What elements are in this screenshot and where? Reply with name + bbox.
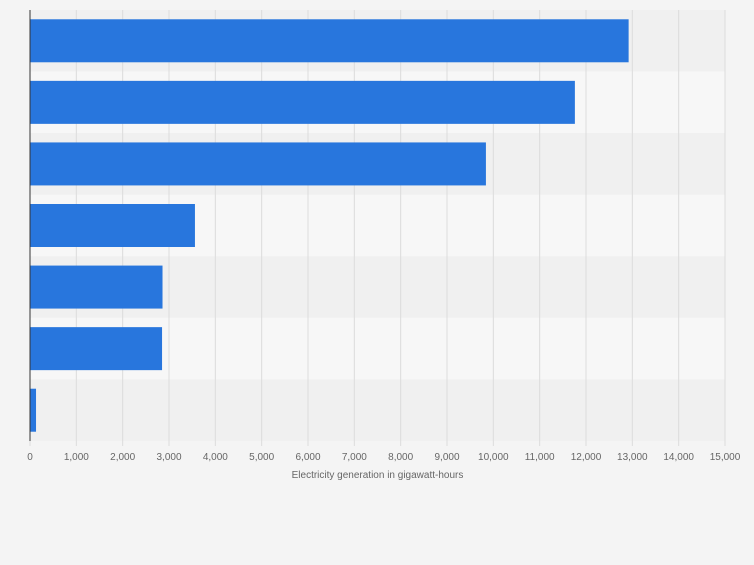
x-tick-label: 14,000 [663, 452, 694, 463]
x-axis-ticks: 0 1,000 2,000 3,000 4,000 5,000 6,000 7,000 8,00… [27, 441, 741, 463]
bar [30, 204, 195, 247]
x-axis-label: Electricity generation in gigawatt-hours [292, 470, 464, 481]
x-tick-label: 6,000 [295, 452, 320, 463]
bar [30, 265, 163, 309]
x-tick-label: 15,000 [710, 452, 741, 463]
bar [30, 80, 575, 124]
bars [30, 19, 629, 432]
x-tick-label: 10,000 [478, 452, 509, 463]
x-tick-label: 7,000 [342, 452, 367, 463]
bar [30, 19, 629, 63]
x-tick-label: 0 [27, 452, 33, 463]
x-tick-label: 2,000 [110, 452, 135, 463]
x-tick-label: 4,000 [203, 452, 228, 463]
x-tick-label: 3,000 [156, 452, 181, 463]
bar [30, 142, 486, 186]
row-band [30, 379, 725, 441]
bar [30, 327, 163, 371]
x-tick-label: 13,000 [617, 452, 648, 463]
bar [30, 388, 37, 432]
x-tick-label: 1,000 [64, 452, 89, 463]
x-tick-label: 9,000 [434, 452, 459, 463]
x-tick-label: 5,000 [249, 452, 274, 463]
x-tick-label: 8,000 [388, 452, 413, 463]
x-tick-label: 11,000 [525, 452, 555, 463]
x-tick-label: 12,000 [571, 452, 602, 463]
